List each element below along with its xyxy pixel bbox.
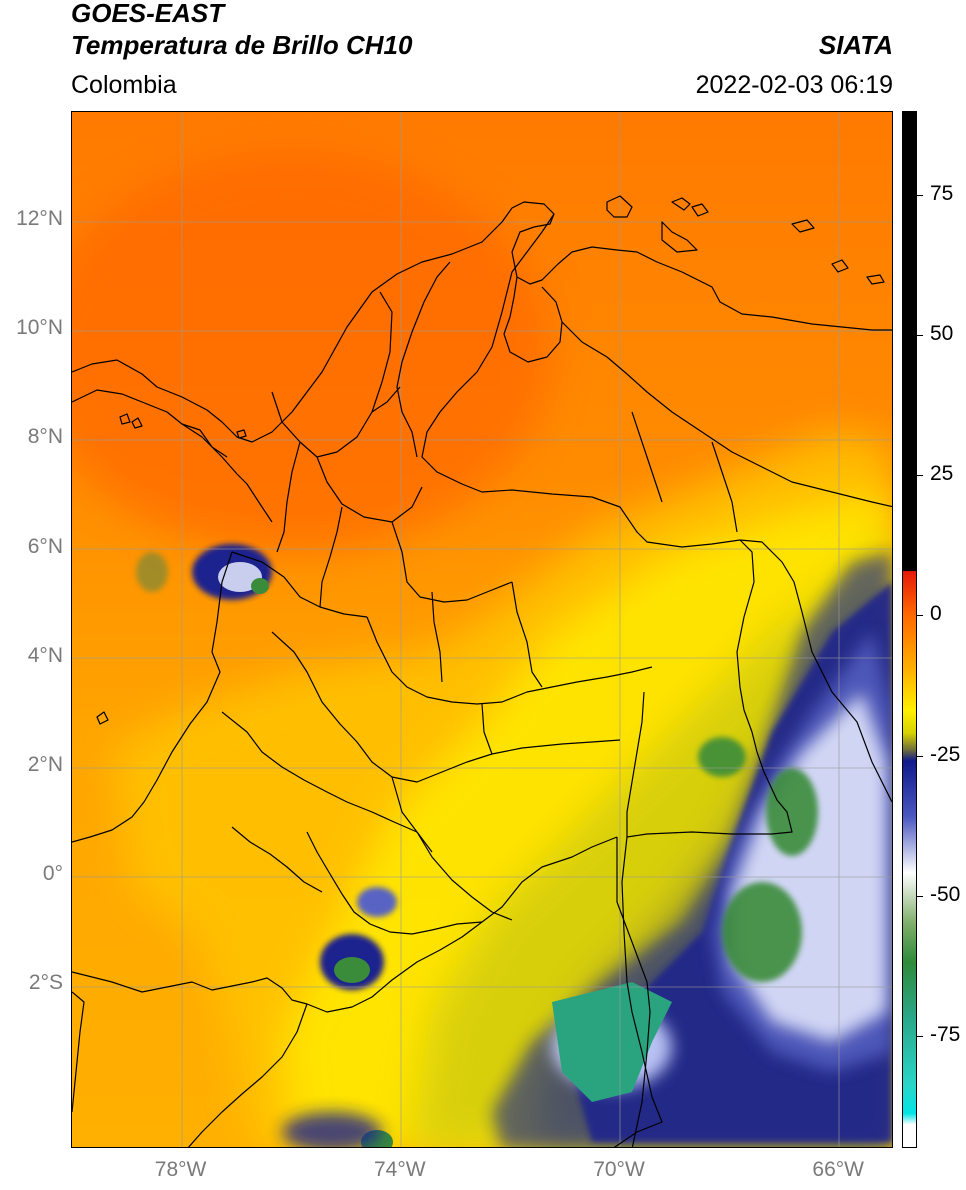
colombia-peru-ecuador-border [72,836,618,1013]
ecuador-peru-border [187,1003,308,1147]
ecuador-peru-coast [72,991,85,1113]
overshooting-top-south [552,982,672,1102]
lon-tick-label: 66°W [812,1158,864,1181]
lon-tick-label: 74°W [374,1158,426,1181]
warm-core [72,152,552,552]
source-label: SIATA [818,30,893,60]
cloud-pacific [136,552,168,592]
colorbar-tick [917,1035,923,1037]
maracaibo-lake [503,276,563,363]
venezuela-states [561,321,892,533]
lat-tick-label: 2°S [28,971,63,995]
datetime-label: 2022-02-03 06:19 [695,71,893,99]
caribbean-coast [72,201,892,443]
colorbar [902,111,917,1148]
colorbar-tick-label: 0 [930,602,942,626]
colorbar-tick [917,615,923,617]
darien-coast [72,389,273,523]
satellite-title: GOES-EAST [71,0,225,28]
dept-lines-5 [231,691,645,935]
imagery-layer [72,112,892,1147]
pacific-coast [72,551,233,843]
cold-cloud-bottom [282,1112,382,1147]
venezuela-brazil-border [739,539,892,803]
lat-tick-label: 10°N [16,316,63,340]
region-label: Colombia [71,71,177,99]
panama-border [181,423,228,458]
lat-tick-label: 8°N [27,425,63,449]
colorbar-tick [917,755,923,757]
map-canvas [72,112,892,1147]
colombia-venezuela-border [421,213,758,753]
colorbar-tick [917,335,923,337]
colorbar-tick-label: 75 [930,182,954,206]
lat-tick-label: 6°N [27,534,63,558]
graticule [72,112,892,1147]
colorbar-tick-label: 50 [930,322,954,346]
cold-cloud-west-2 [357,887,397,917]
colorbar-tick-label: 25 [930,462,954,486]
islands-2 [661,219,885,285]
overshooting-top-east-2 [722,882,802,982]
lat-tick-label: 4°N [27,643,63,667]
colorbar-tick [917,475,923,477]
overshooting-top-east-1 [766,768,818,856]
lat-tick-label: 0° [42,862,63,886]
colorbar-tick-label: -25 [930,742,961,766]
dept-lines-4 [276,261,451,553]
lat-tick-label: 12°N [16,207,63,231]
lon-tick-label: 78°W [154,1158,207,1181]
overshooting-top-choco [251,578,269,594]
colorbar-tick [917,195,923,197]
dept-lines-3 [319,506,543,921]
colorbar-tick-label: -50 [930,882,961,906]
cold-tops-choco [218,562,262,592]
dept-lines-2 [221,616,653,853]
product-title: Temperatura de Brillo CH10 [71,30,413,60]
lat-tick-label: 2°N [27,752,63,776]
islands-3 [96,413,247,725]
colorbar-tick [917,895,923,897]
colorbar-tick-label: -75 [930,1022,961,1046]
dept-lines-1 [231,291,513,618]
borders [72,195,892,1147]
overshooting-top-east-3 [698,737,746,777]
lon-tick-label: 70°W [593,1158,645,1181]
peru-brazil-border [616,837,651,1147]
islands-1 [606,195,709,218]
satellite-map[interactable] [71,111,893,1148]
overshooting-top-west [334,957,370,983]
